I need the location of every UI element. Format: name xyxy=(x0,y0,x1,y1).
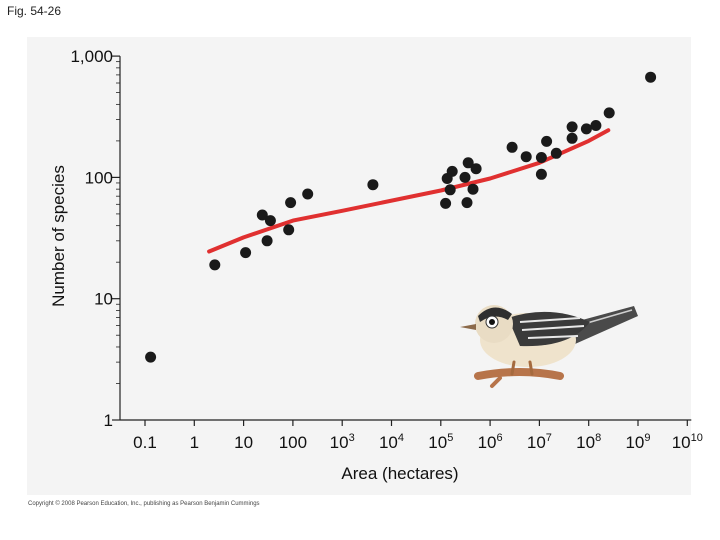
data-point xyxy=(256,209,268,221)
data-point xyxy=(446,165,458,177)
data-point xyxy=(283,224,295,236)
data-point xyxy=(603,107,615,119)
data-point xyxy=(590,120,602,131)
data-point xyxy=(302,188,314,200)
x-tick-label: 103 xyxy=(330,432,355,452)
data-point xyxy=(541,135,553,147)
figure-label: Fig. 54-26 xyxy=(7,4,62,18)
y-tick-label: 10 xyxy=(94,290,113,309)
y-tick-label: 1 xyxy=(104,411,113,430)
data-point xyxy=(264,215,276,227)
data-point xyxy=(580,123,592,135)
data-point xyxy=(470,163,482,175)
x-tick-label: 10 xyxy=(234,433,253,452)
data-point xyxy=(566,121,578,133)
data-point xyxy=(520,151,532,163)
data-point xyxy=(566,132,578,144)
data-point xyxy=(535,168,547,180)
data-point xyxy=(444,184,456,196)
data-point xyxy=(261,235,273,247)
data-point xyxy=(467,183,479,195)
data-point xyxy=(145,351,157,363)
x-tick-label: 106 xyxy=(478,432,503,452)
bird-illustration xyxy=(460,305,638,388)
data-point xyxy=(367,179,379,191)
data-point xyxy=(240,247,252,259)
x-tick-label: 108 xyxy=(576,432,601,452)
data-point xyxy=(535,152,547,163)
y-tick-label: 100 xyxy=(85,168,113,187)
x-tick-label: 100 xyxy=(279,433,307,452)
data-point xyxy=(550,147,562,159)
x-tick-label: 1 xyxy=(190,433,199,452)
data-point xyxy=(462,157,474,169)
x-tick-label: 1010 xyxy=(672,432,703,452)
data-point xyxy=(506,141,518,153)
data-point xyxy=(285,197,297,209)
data-point xyxy=(459,171,471,183)
copyright-notice: Copyright © 2008 Pearson Education, Inc.… xyxy=(28,501,260,507)
x-tick-label: 109 xyxy=(625,432,650,452)
trend-line xyxy=(207,128,611,254)
figure-panel xyxy=(27,37,691,495)
data-point xyxy=(209,259,221,271)
x-axis-title: Area (hectares) xyxy=(341,464,458,483)
data-point xyxy=(645,71,657,83)
y-axis-title: Number of species xyxy=(49,165,68,307)
data-point xyxy=(461,197,473,209)
x-tick-label: 105 xyxy=(428,432,453,452)
data-point xyxy=(440,197,452,209)
x-tick-label: 107 xyxy=(527,432,552,452)
x-tick-label: 0.1 xyxy=(133,433,157,452)
y-tick-label: 1,000 xyxy=(70,47,113,66)
x-tick-label: 104 xyxy=(379,432,404,452)
